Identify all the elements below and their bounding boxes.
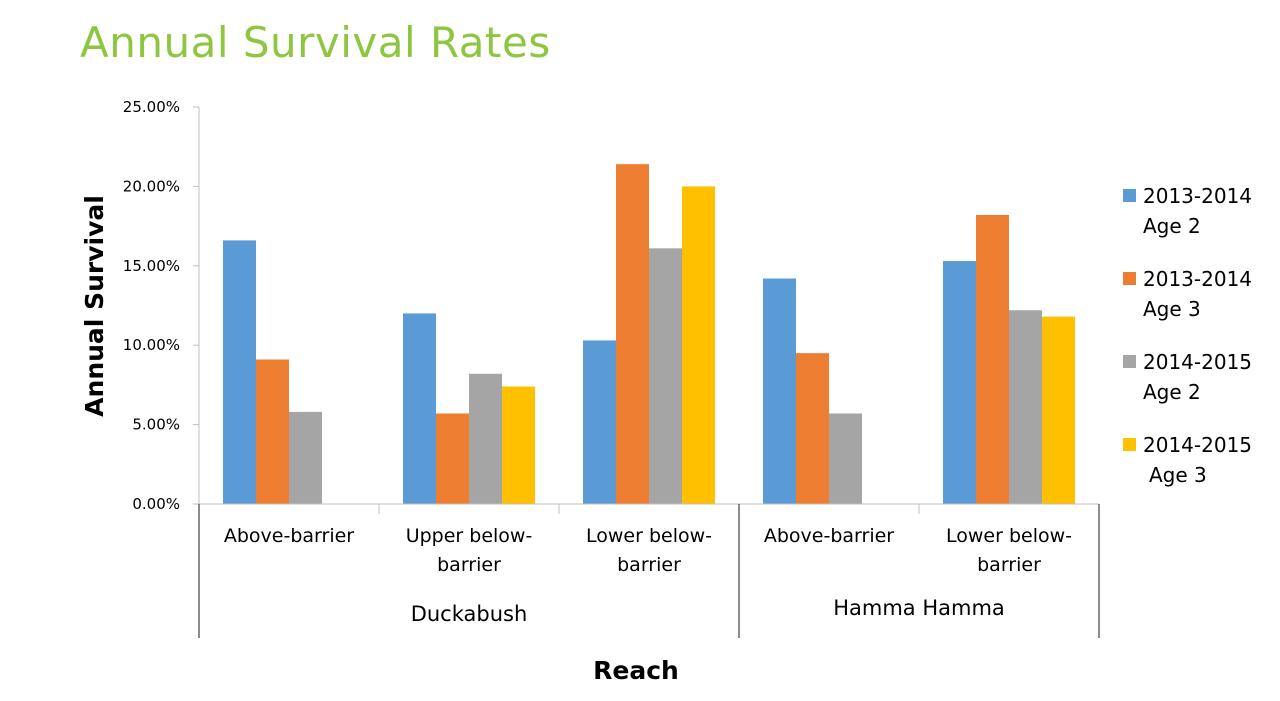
x-tick-label: Above-barrier <box>764 525 894 547</box>
legend-label: 2014-2015 <box>1143 433 1252 457</box>
legend-item: 2013-2014 Age 3 <box>1123 267 1252 321</box>
y-tick-label: 25.00% <box>123 98 180 116</box>
bar <box>502 386 535 504</box>
legend-swatch <box>1123 189 1136 202</box>
x-tick-label: Lower below-barrier <box>586 525 712 576</box>
y-tick-label: 0.00% <box>132 495 180 513</box>
bar <box>403 313 436 504</box>
bar <box>943 261 976 504</box>
legend: 2013-2014 Age 2 2013-2014 Age 3 2014-2015 Age… <box>1123 184 1252 487</box>
legend-label: Age 3 <box>1149 463 1207 487</box>
legend-item: 2014-2015 Age 3 <box>1123 433 1252 487</box>
bar <box>976 214 1009 504</box>
bar <box>1042 316 1075 504</box>
legend-swatch <box>1123 438 1136 451</box>
x-tick-label: Upper below-barrier <box>406 525 533 576</box>
group-label: Duckabush <box>411 602 528 626</box>
x-axis-title: Reach <box>593 656 679 685</box>
group-label: Hamma Hamma <box>833 596 1005 620</box>
legend-label: Age 2 <box>1143 380 1201 404</box>
bar <box>649 248 682 504</box>
legend-label: 2013-2014 <box>1143 184 1252 208</box>
bar <box>763 278 796 504</box>
bar <box>829 413 862 504</box>
bar <box>616 164 649 504</box>
bar <box>583 340 616 504</box>
legend-item: 2014-2015 Age 2 <box>1123 350 1252 404</box>
bar <box>469 373 502 504</box>
page-title: Annual Survival Rates <box>80 18 551 67</box>
x-tick-label: Lower below-barrier <box>946 525 1072 576</box>
bars <box>223 164 1075 504</box>
bar <box>256 359 289 504</box>
legend-item: 2013-2014 Age 2 <box>1123 184 1252 238</box>
y-axis: 0.00% 5.00% 10.00% 15.00% 20.00% 25.00% <box>123 98 200 513</box>
legend-swatch <box>1123 272 1136 285</box>
y-tick-label: 20.00% <box>123 177 180 195</box>
x-tick-label: Above-barrier <box>224 525 354 547</box>
legend-label: Age 2 <box>1143 214 1201 238</box>
legend-label: 2014-2015 <box>1143 350 1252 374</box>
bar <box>1009 310 1042 504</box>
bar <box>436 413 469 504</box>
bar <box>682 186 715 504</box>
bar <box>223 240 256 504</box>
legend-swatch <box>1123 355 1136 368</box>
bar <box>796 353 829 504</box>
y-tick-label: 5.00% <box>132 416 180 434</box>
y-axis-title: Annual Survival <box>80 195 109 417</box>
x-axis: Above-barrier Upper below-barrier Lower be… <box>198 503 1100 638</box>
y-tick-label: 15.00% <box>123 257 180 275</box>
bar <box>289 411 322 504</box>
legend-label: Age 3 <box>1143 297 1201 321</box>
y-tick-label: 10.00% <box>123 336 180 354</box>
legend-label: 2013-2014 <box>1143 267 1252 291</box>
